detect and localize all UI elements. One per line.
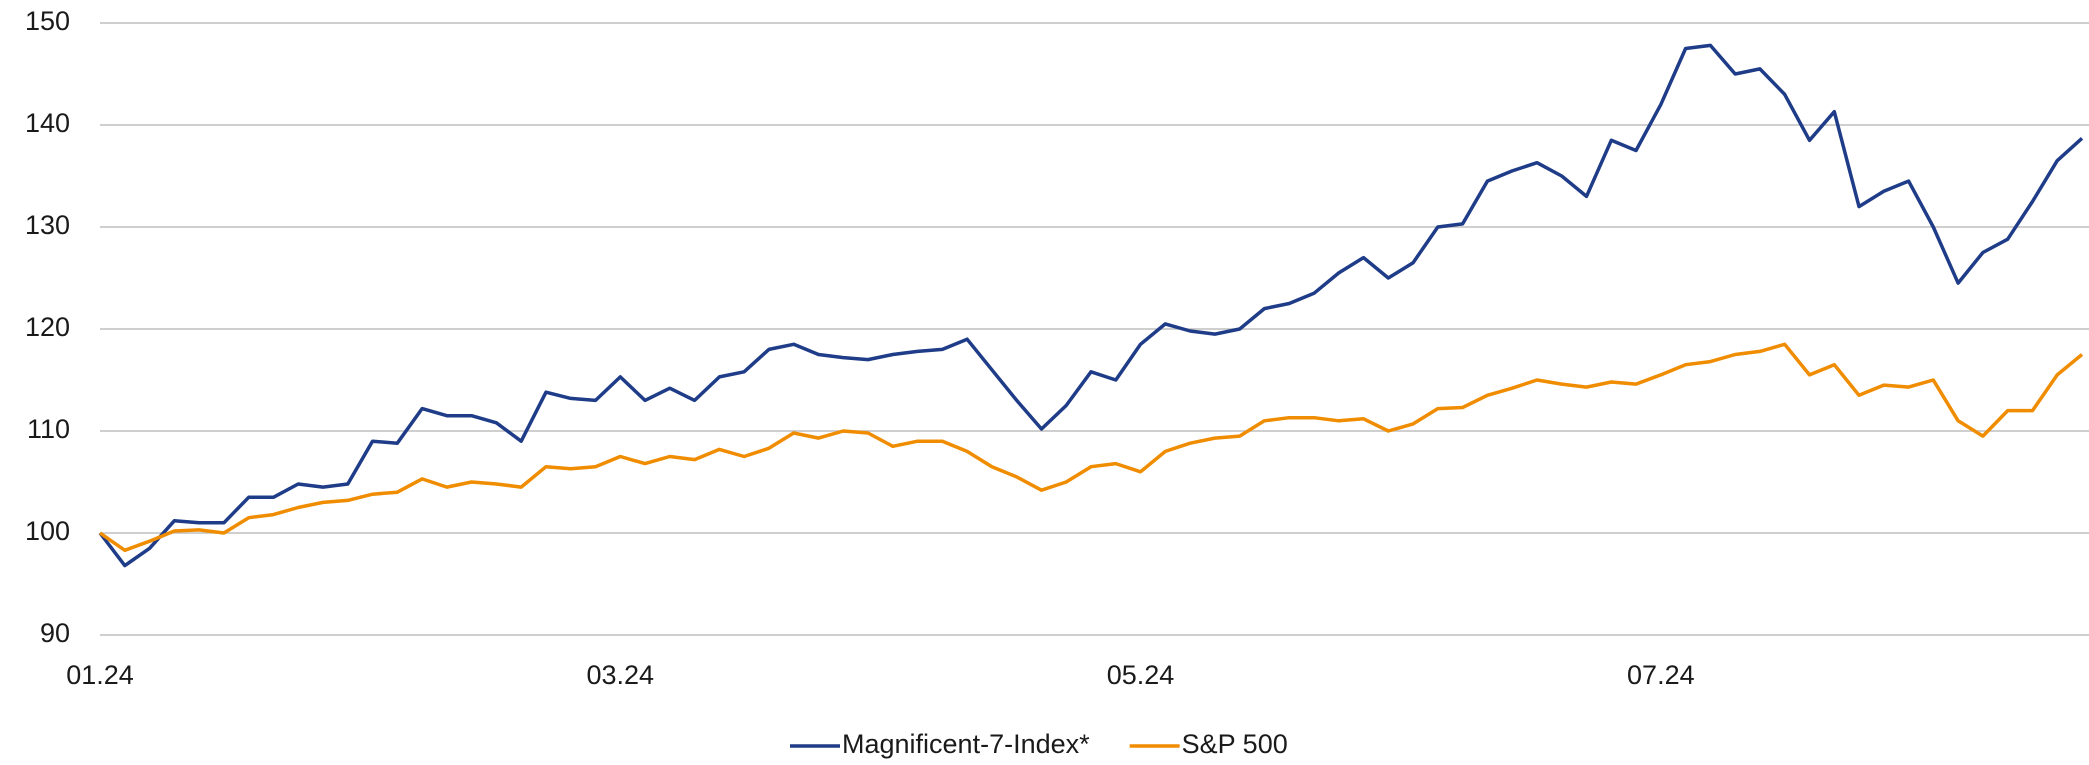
line-series <box>98 43 2084 568</box>
x-tick-label: 03.24 <box>586 660 654 690</box>
y-tick-label: 150 <box>25 6 70 36</box>
x-tick-label: 01.24 <box>66 660 134 690</box>
y-tick-label: 90 <box>40 618 70 648</box>
legend-label: Magnificent-7-Index* <box>842 729 1090 759</box>
legend-label: S&P 500 <box>1182 729 1288 759</box>
y-tick-label: 130 <box>25 210 70 240</box>
y-tick-label: 140 <box>25 108 70 138</box>
y-tick-label: 100 <box>25 516 70 546</box>
x-tick-label: 07.24 <box>1627 660 1695 690</box>
x-tick-label: 05.24 <box>1107 660 1175 690</box>
line-series <box>98 342 2084 553</box>
y-tick-label: 110 <box>27 414 70 444</box>
y-tick-label: 120 <box>25 312 70 342</box>
